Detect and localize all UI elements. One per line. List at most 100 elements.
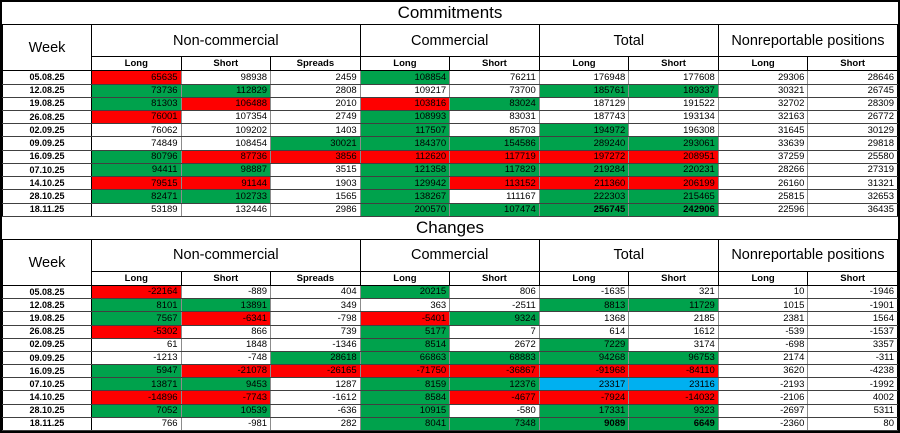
value-cell: 74849 xyxy=(91,136,182,151)
value-cell: -21078 xyxy=(180,364,272,379)
value-cell: 404 xyxy=(270,285,361,300)
week-cell: 28.10.25 xyxy=(2,189,92,204)
value-cell: 11729 xyxy=(628,298,719,313)
value-cell: 79515 xyxy=(91,176,182,191)
value-cell: 219284 xyxy=(538,162,630,178)
value-cell: 8159 xyxy=(359,377,451,392)
value-cell: -6341 xyxy=(180,311,272,326)
table-commitments: Commitments Week Non-commercial Commercial T… xyxy=(2,2,898,218)
value-cell: 9089 xyxy=(538,416,630,431)
column-header: Long xyxy=(91,270,182,287)
table-row: 05.08.25 -22164 -889 404 20215 806 -1635 321 10-… xyxy=(2,285,898,300)
column-header: Short xyxy=(180,270,272,287)
value-cell: 94411 xyxy=(91,162,182,178)
week-cell: 02.09.25 xyxy=(2,123,92,138)
value-cell: -7924 xyxy=(538,390,630,405)
column-header: Spreads xyxy=(270,56,361,72)
value-cell: 7 xyxy=(449,324,540,339)
column-group-header: Commercial xyxy=(359,24,540,58)
value-cell: 256745 xyxy=(538,202,630,218)
value-cell: -1612 xyxy=(270,390,361,405)
value-cell: 7567 xyxy=(91,311,182,326)
table-row: 18.11.25 766 -981 282 8041 7348 9089 6649 -2360 8… xyxy=(2,416,898,431)
value-cell: 5947 xyxy=(91,364,182,379)
value-cell: 2672 xyxy=(449,337,540,352)
value-cell: 138267 xyxy=(359,189,451,204)
column-group-header: Nonreportable positions xyxy=(717,24,898,58)
value-cell: 197272 xyxy=(538,149,630,164)
value-cell: 211360 xyxy=(538,176,630,191)
week-cell: 16.09.25 xyxy=(2,364,92,379)
value-cell: 1403 xyxy=(270,123,361,138)
value-cell: 32702 xyxy=(717,96,809,112)
value-cell: 177608 xyxy=(628,70,719,85)
value-cell: 32163 xyxy=(717,110,809,125)
value-cell: 61 xyxy=(91,337,182,352)
column-header: Short xyxy=(807,56,898,72)
value-cell: 222303 xyxy=(538,189,630,204)
week-cell: 14.10.25 xyxy=(2,390,92,405)
value-cell: 7348 xyxy=(449,416,540,431)
value-cell: 20215 xyxy=(359,285,451,300)
value-cell: 5177 xyxy=(359,324,451,339)
value-cell: 1848 xyxy=(180,337,272,352)
value-cell: 3515 xyxy=(270,162,361,178)
value-cell: -71750 xyxy=(359,364,451,379)
value-cell: 1015 xyxy=(717,298,809,313)
column-group-header: Total xyxy=(538,24,719,58)
table-row: 16.09.25 80796 87736 3856 112620 117719 197272… xyxy=(2,149,898,164)
value-cell: 9324 xyxy=(449,311,540,326)
value-cell: -2360 xyxy=(717,416,809,431)
value-cell: 85703 xyxy=(449,123,540,138)
value-cell: 87736 xyxy=(180,149,272,164)
value-cell: 111167 xyxy=(449,189,540,204)
value-cell: 2185 xyxy=(628,311,719,326)
value-cell: 187743 xyxy=(538,110,630,125)
value-cell: 30129 xyxy=(807,123,898,138)
value-cell: -539 xyxy=(717,324,809,339)
value-cell: -2193 xyxy=(717,377,809,392)
value-cell: 113152 xyxy=(449,176,540,191)
value-cell: -4238 xyxy=(807,364,898,379)
value-cell: 12376 xyxy=(449,377,540,392)
week-cell: 07.10.25 xyxy=(2,162,92,178)
value-cell: 28618 xyxy=(270,350,361,366)
week-cell: 18.11.25 xyxy=(2,202,92,218)
column-header: Short xyxy=(807,270,898,287)
value-cell: 83024 xyxy=(449,96,540,112)
column-header: Spreads xyxy=(270,270,361,287)
week-cell: 19.08.25 xyxy=(2,96,92,112)
value-cell: 2381 xyxy=(717,311,809,326)
value-cell: 76001 xyxy=(91,110,182,125)
table-row: 07.10.25 13871 9453 1287 8159 12376 23317 23116… xyxy=(2,377,898,392)
column-header: Long xyxy=(717,270,809,287)
value-cell: 68883 xyxy=(449,350,540,366)
value-cell: 1612 xyxy=(628,324,719,339)
value-cell: 282 xyxy=(270,416,361,431)
value-cell: 66863 xyxy=(359,350,451,366)
value-cell: 73736 xyxy=(91,83,182,98)
value-cell: 8101 xyxy=(91,298,182,313)
value-cell: 5311 xyxy=(807,403,898,418)
week-cell: 05.08.25 xyxy=(2,285,92,300)
value-cell: 9453 xyxy=(180,377,272,392)
value-cell: 28309 xyxy=(807,96,898,112)
value-cell: 1287 xyxy=(270,377,361,392)
value-cell: 33639 xyxy=(717,136,809,151)
value-cell: 22596 xyxy=(717,202,809,218)
column-header: Long xyxy=(538,56,630,72)
table-row: 07.10.25 94411 98887 3515 121358 117829 219284… xyxy=(2,162,898,178)
week-cell: 19.08.25 xyxy=(2,311,92,326)
value-cell: 2459 xyxy=(270,70,361,85)
value-cell: 73700 xyxy=(449,83,540,98)
value-cell: 102733 xyxy=(180,189,272,204)
value-cell: 65635 xyxy=(91,70,182,85)
value-cell: 191522 xyxy=(628,96,719,112)
week-cell: 07.10.25 xyxy=(2,377,92,392)
value-cell: 76062 xyxy=(91,123,182,138)
value-cell: -889 xyxy=(180,285,272,300)
value-cell: 8514 xyxy=(359,337,451,352)
value-cell: 31321 xyxy=(807,176,898,191)
value-cell: 28266 xyxy=(717,162,809,178)
column-header: Short xyxy=(628,56,719,72)
